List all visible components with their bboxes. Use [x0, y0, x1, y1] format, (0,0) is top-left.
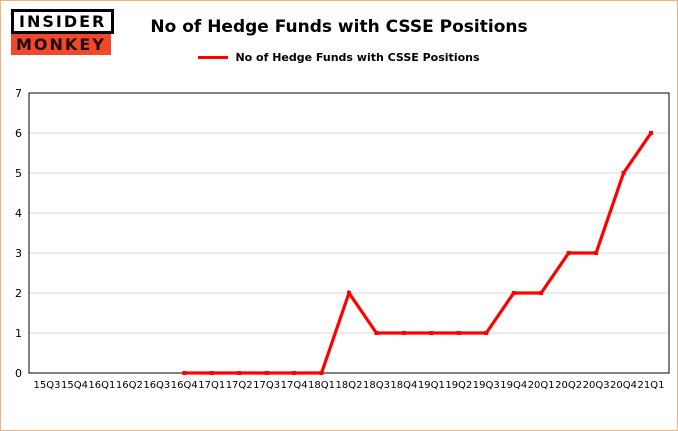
- svg-text:1: 1: [15, 327, 22, 340]
- svg-text:5: 5: [15, 167, 22, 180]
- svg-text:0: 0: [15, 367, 22, 380]
- svg-text:18Q2: 18Q2: [336, 380, 363, 391]
- chart-header: INSIDER MONKEY No of Hedge Funds with CS…: [1, 1, 677, 87]
- svg-text:15Q3: 15Q3: [34, 380, 61, 391]
- svg-text:19Q2: 19Q2: [445, 380, 472, 391]
- svg-text:18Q3: 18Q3: [363, 380, 390, 391]
- svg-text:4: 4: [15, 207, 22, 220]
- svg-text:21Q1: 21Q1: [638, 380, 665, 391]
- svg-text:18Q4: 18Q4: [390, 380, 417, 391]
- svg-text:17Q4: 17Q4: [281, 380, 308, 391]
- line-chart: 0 1 2 3 4 5 6 7 15Q3 15Q4 16Q1 16Q2 16Q3 16Q4 17Q1 17Q2…: [15, 87, 670, 391]
- chart-title: No of Hedge Funds with CSSE Positions: [150, 17, 528, 37]
- svg-text:20Q1: 20Q1: [528, 380, 555, 391]
- svg-text:6: 6: [15, 127, 22, 140]
- svg-text:16Q3: 16Q3: [143, 380, 170, 391]
- svg-text:16Q2: 16Q2: [116, 380, 143, 391]
- svg-text:16Q1: 16Q1: [88, 380, 115, 391]
- svg-text:3: 3: [15, 247, 22, 260]
- svg-text:7: 7: [15, 87, 22, 100]
- svg-text:17Q3: 17Q3: [253, 380, 280, 391]
- legend-line-swatch: [198, 56, 229, 59]
- svg-text:20Q3: 20Q3: [583, 380, 610, 391]
- svg-text:17Q2: 17Q2: [226, 380, 253, 391]
- svg-text:2: 2: [15, 287, 22, 300]
- svg-text:15Q4: 15Q4: [61, 380, 88, 391]
- legend-label: No of Hedge Funds with CSSE Positions: [235, 51, 480, 64]
- legend: No of Hedge Funds with CSSE Positions: [198, 51, 480, 64]
- logo-monkey-text: MONKEY: [11, 34, 111, 55]
- svg-text:19Q4: 19Q4: [500, 380, 527, 391]
- logo-insider-text: INSIDER: [11, 9, 115, 34]
- svg-text:16Q4: 16Q4: [171, 380, 198, 391]
- svg-text:19Q1: 19Q1: [418, 380, 445, 391]
- svg-text:19Q3: 19Q3: [473, 380, 500, 391]
- svg-text:17Q1: 17Q1: [198, 380, 225, 391]
- svg-text:18Q1: 18Q1: [308, 380, 335, 391]
- insider-monkey-logo: INSIDER MONKEY: [11, 9, 115, 55]
- svg-text:20Q2: 20Q2: [555, 380, 582, 391]
- svg-text:20Q4: 20Q4: [610, 380, 637, 391]
